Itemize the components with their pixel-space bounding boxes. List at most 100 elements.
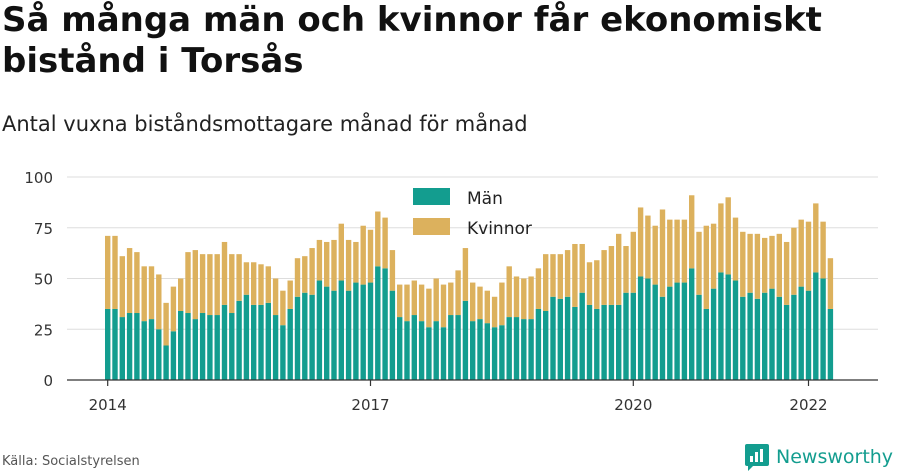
bar-kvinnor bbox=[820, 221, 826, 279]
bar-kvinnor bbox=[491, 296, 498, 328]
bar-kvinnor bbox=[783, 241, 790, 305]
bar-kvinnor bbox=[258, 264, 264, 305]
bar-man bbox=[535, 308, 542, 380]
bar-kvinnor bbox=[499, 282, 505, 326]
bar-man bbox=[798, 286, 804, 380]
bar-man bbox=[221, 304, 228, 380]
bar-man bbox=[236, 300, 242, 380]
bar-kvinnor bbox=[199, 254, 206, 314]
bars-layer bbox=[105, 195, 834, 380]
bar-kvinnor bbox=[470, 282, 476, 322]
bar-man bbox=[148, 319, 155, 380]
bar-kvinnor bbox=[360, 225, 366, 285]
bar-man bbox=[229, 313, 235, 380]
bar-kvinnor bbox=[813, 203, 819, 273]
bar-kvinnor bbox=[214, 254, 220, 316]
bar-kvinnor bbox=[703, 225, 709, 309]
bar-kvinnor bbox=[243, 262, 250, 295]
bar-kvinnor bbox=[112, 235, 118, 309]
bar-man bbox=[557, 298, 563, 380]
bar-kvinnor bbox=[732, 217, 739, 281]
bar-man bbox=[659, 296, 666, 380]
bar-kvinnor bbox=[762, 237, 768, 293]
bar-man bbox=[718, 272, 724, 380]
bar-kvinnor bbox=[769, 235, 775, 289]
y-tick-label: 50 bbox=[34, 271, 53, 289]
bar-kvinnor bbox=[119, 256, 125, 318]
bar-man bbox=[214, 315, 220, 380]
bar-kvinnor bbox=[513, 276, 520, 318]
bar-man bbox=[572, 306, 578, 380]
bar-man bbox=[484, 323, 490, 380]
bar-kvinnor bbox=[725, 197, 731, 275]
bar-man bbox=[754, 298, 761, 380]
bar-man bbox=[331, 290, 337, 380]
bar-man bbox=[674, 282, 680, 380]
bar-kvinnor bbox=[294, 258, 301, 297]
bar-kvinnor bbox=[543, 254, 549, 311]
bar-kvinnor bbox=[397, 284, 403, 318]
bar-man bbox=[375, 266, 381, 380]
bar-man bbox=[608, 304, 615, 380]
bar-man bbox=[448, 315, 454, 380]
bar-man bbox=[170, 331, 177, 380]
bar-man bbox=[287, 308, 293, 380]
source-note: Källa: Socialstyrelsen bbox=[2, 454, 140, 469]
bar-man bbox=[579, 292, 585, 380]
bar-man bbox=[776, 296, 782, 380]
bar-kvinnor bbox=[170, 286, 177, 332]
newsworthy-logo[interactable]: Newsworthy bbox=[744, 441, 893, 473]
bar-kvinnor bbox=[462, 248, 469, 301]
bar-man bbox=[601, 304, 607, 380]
bar-kvinnor bbox=[141, 266, 147, 322]
bar-kvinnor bbox=[367, 229, 374, 283]
y-tick-label: 75 bbox=[34, 220, 53, 238]
bar-kvinnor bbox=[754, 233, 761, 299]
bar-kvinnor bbox=[689, 195, 695, 269]
bar-man bbox=[586, 304, 593, 380]
bar-kvinnor bbox=[521, 278, 527, 320]
bar-kvinnor bbox=[594, 260, 600, 309]
bar-man bbox=[506, 317, 512, 380]
bar-kvinnor bbox=[623, 246, 629, 293]
bar-kvinnor bbox=[696, 231, 702, 295]
bar-man bbox=[141, 321, 147, 380]
x-tick-label: 2014 bbox=[89, 396, 127, 414]
chart-subtitle: Antal vuxna biståndsmottagare månad för … bbox=[2, 112, 528, 136]
bar-kvinnor bbox=[791, 227, 797, 295]
bar-man bbox=[710, 288, 717, 380]
bar-kvinnor bbox=[302, 256, 308, 293]
bar-man bbox=[696, 294, 702, 380]
bar-man bbox=[513, 317, 520, 380]
bar-man bbox=[623, 292, 629, 380]
bar-man bbox=[192, 319, 198, 380]
bar-man bbox=[280, 325, 286, 380]
bar-man bbox=[747, 292, 753, 380]
bar-kvinnor bbox=[572, 243, 578, 307]
bar-kvinnor bbox=[484, 290, 490, 324]
legend-swatch-kvinnor bbox=[413, 218, 450, 235]
bar-kvinnor bbox=[309, 248, 315, 295]
bar-kvinnor bbox=[418, 284, 425, 322]
bar-kvinnor bbox=[411, 280, 417, 316]
bar-man bbox=[550, 296, 556, 380]
bar-kvinnor bbox=[338, 223, 344, 281]
bar-kvinnor bbox=[236, 254, 242, 301]
bar-man bbox=[703, 308, 709, 380]
bar-kvinnor bbox=[710, 223, 717, 289]
legend: Män Kvinnor bbox=[413, 188, 532, 239]
bar-kvinnor bbox=[272, 278, 279, 316]
bar-man bbox=[791, 294, 797, 380]
bar-man bbox=[163, 345, 169, 380]
bar-man bbox=[462, 300, 469, 380]
bar-kvinnor bbox=[550, 254, 556, 297]
bar-man bbox=[762, 292, 768, 380]
bar-man bbox=[637, 276, 644, 380]
bar-man bbox=[455, 315, 461, 380]
bar-man bbox=[433, 321, 439, 380]
bar-kvinnor bbox=[637, 207, 644, 277]
bar-man bbox=[440, 327, 447, 380]
bar-kvinnor bbox=[389, 250, 396, 291]
bar-man bbox=[272, 315, 279, 380]
bar-kvinnor bbox=[718, 203, 724, 273]
